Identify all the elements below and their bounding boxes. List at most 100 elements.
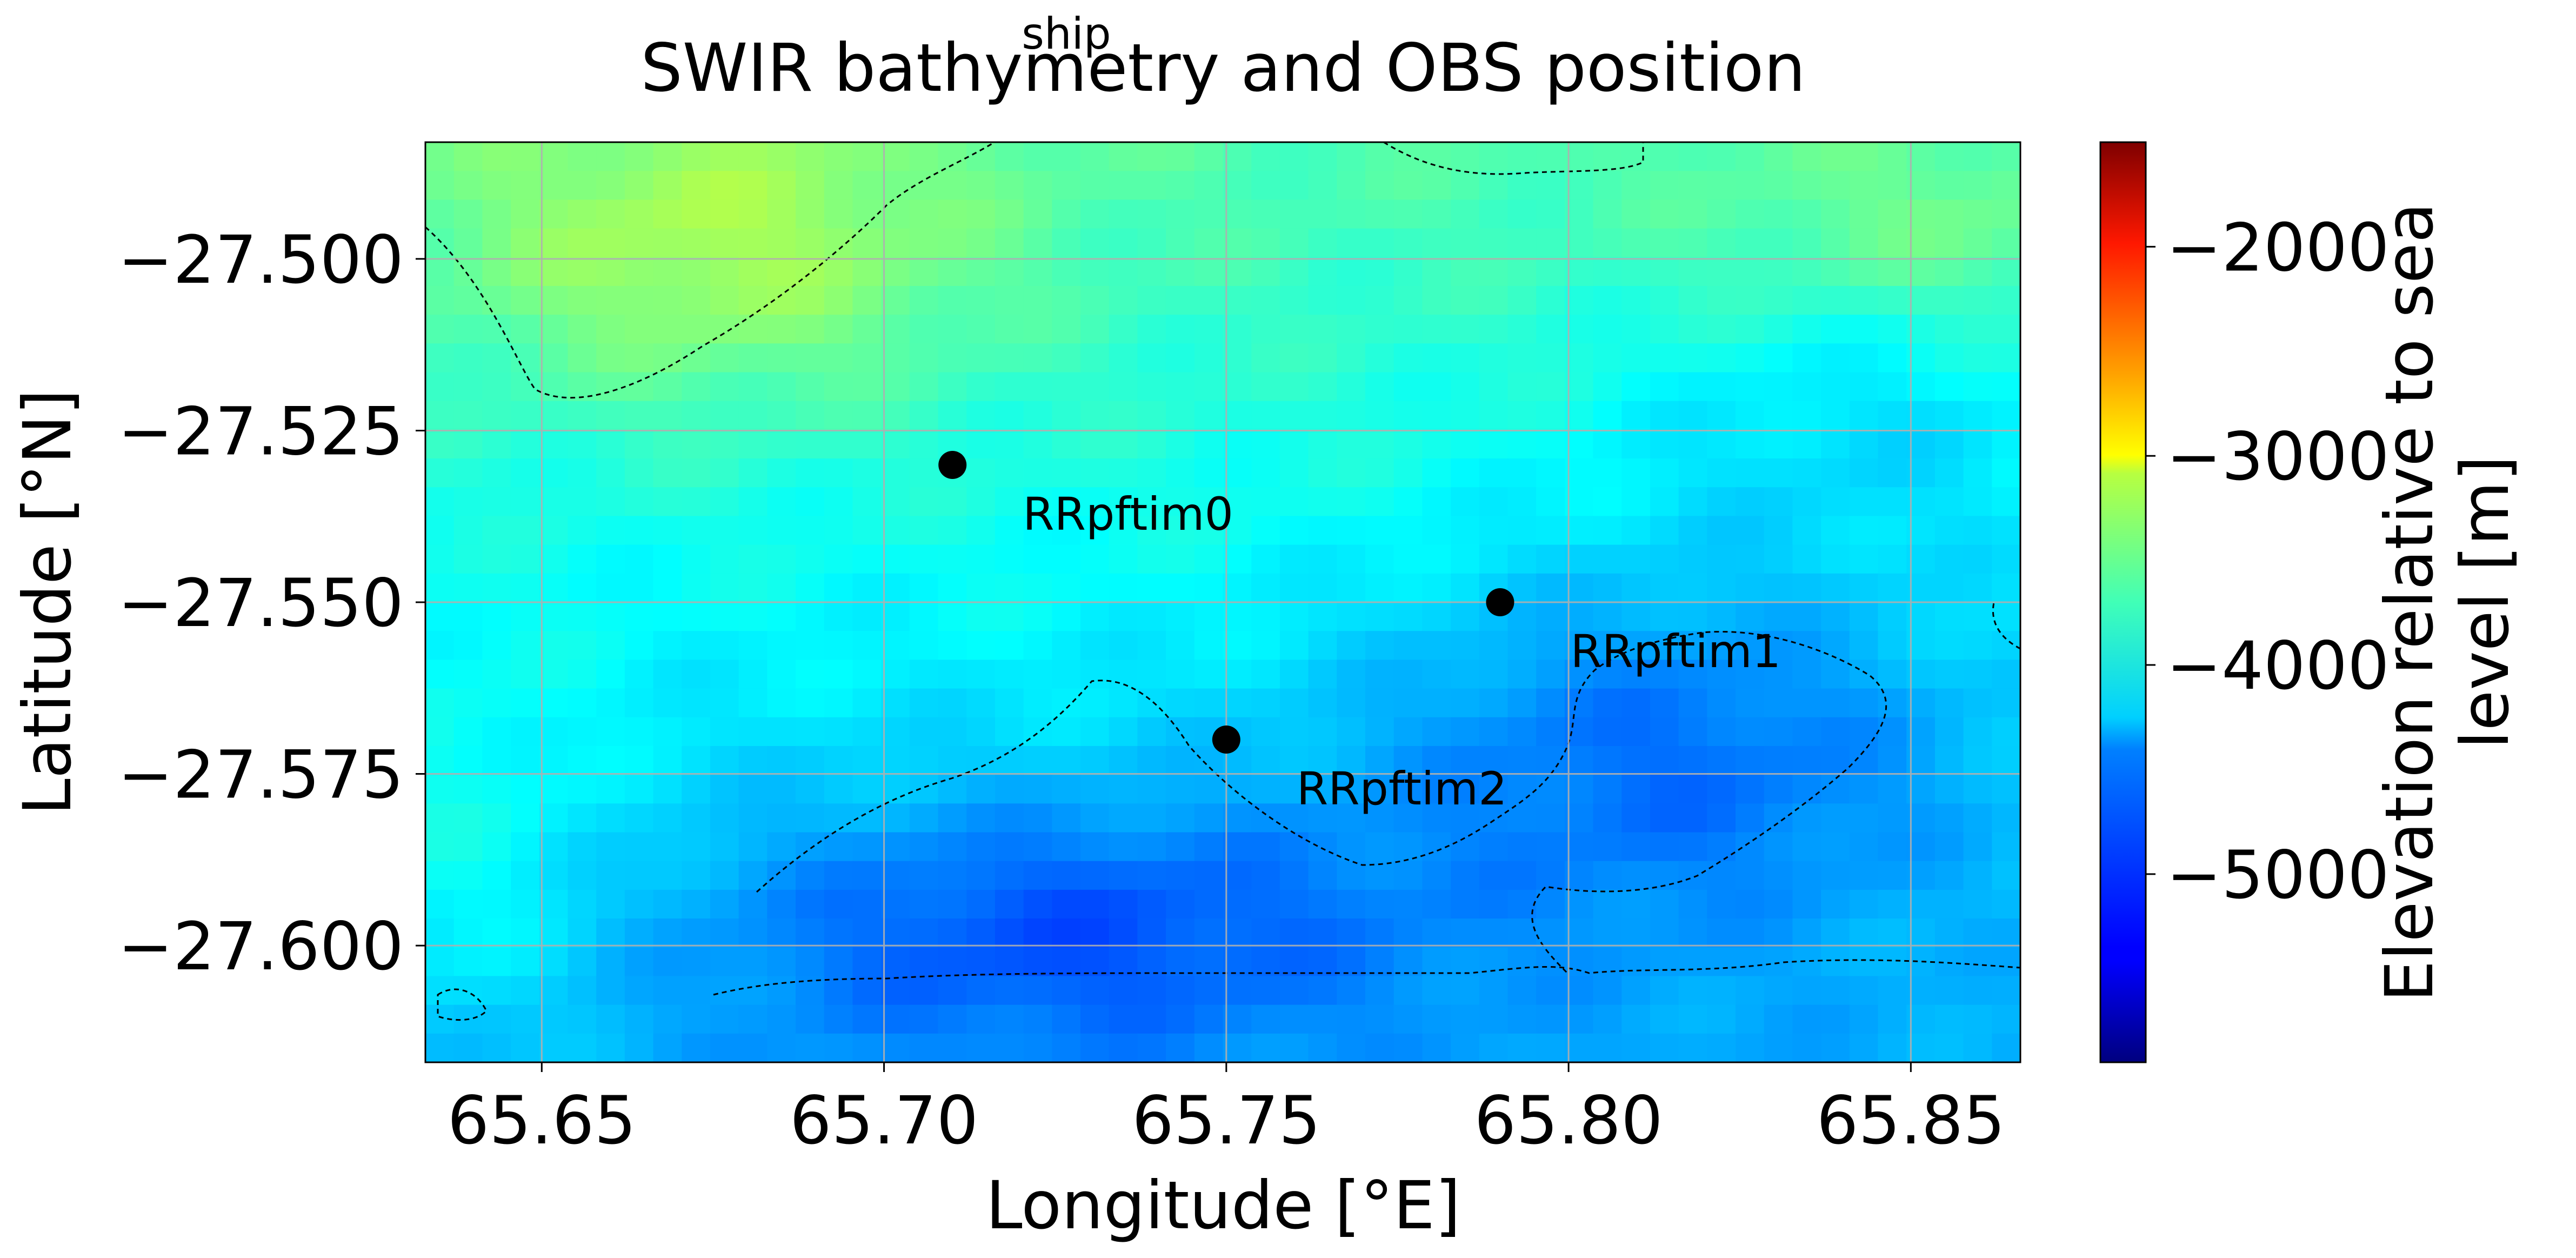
heatmap-cell [1451,602,1480,632]
heatmap-cell [966,803,996,833]
heatmap-cell [796,602,825,632]
heatmap-cell [1365,889,1394,920]
heatmap-cell [1080,401,1110,430]
heatmap-cell [796,343,825,373]
heatmap-cell [511,458,540,488]
heatmap-cell [1251,775,1280,804]
heatmap-cell [852,487,882,517]
heatmap-cell [938,257,967,287]
heatmap-cell [767,458,797,488]
heatmap-cell [1621,343,1651,373]
heatmap-cell [1707,516,1737,545]
heatmap-cell [1621,861,1651,890]
heatmap-cell [624,199,654,229]
heatmap-cell [1792,573,1822,603]
heatmap-cell [1593,315,1623,344]
heatmap-cell [1422,429,1452,460]
heatmap-cell [1080,717,1110,747]
heatmap-cell [1194,401,1224,430]
heatmap-cell [1337,573,1366,603]
heatmap-cell [1564,1004,1594,1034]
heatmap-cell [1593,429,1623,460]
heatmap-cell [1934,199,1964,229]
heatmap-cell [738,660,768,689]
heatmap-cell [1849,631,1879,661]
heatmap-cell [1507,717,1537,747]
heatmap-cell [1992,918,2020,948]
heatmap-cell [1308,775,1338,804]
heatmap-cell [938,372,967,402]
heatmap-cell [1821,1033,1850,1062]
heatmap-cell [938,918,967,948]
heatmap-cell [1137,775,1167,804]
heatmap-cell [1308,631,1338,661]
heatmap-cell [796,429,825,460]
heatmap-cell [596,1033,625,1062]
heatmap-cell [1536,832,1565,862]
heatmap-cell [966,171,996,201]
heatmap-cell [1878,285,1907,316]
heatmap-cell [1707,401,1737,430]
station-marker [938,450,967,479]
heatmap-cell [1593,746,1623,776]
heatmap-cell [1080,602,1110,632]
heatmap-cell [1593,228,1623,258]
heatmap-cell [1393,343,1423,373]
heatmap-cell [852,775,882,804]
heatmap-cell [995,429,1024,460]
heatmap-cell [1080,1004,1110,1034]
heatmap-cell [1736,285,1765,316]
heatmap-cell [1650,544,1679,574]
heatmap-cell [1251,832,1280,862]
y-axis-label: Latitude [°N] [9,389,86,815]
heatmap-cell [796,688,825,718]
heatmap-cell [453,228,483,258]
heatmap-cell [568,429,597,460]
heatmap-cell [482,516,512,545]
heatmap-cell [1137,315,1167,344]
heatmap-cell [1650,775,1679,804]
heatmap-cell [425,487,455,517]
heatmap-cell [1707,976,1737,1006]
heatmap-cell [1080,947,1110,977]
heatmap-cell [482,257,512,287]
heatmap-cell [1337,861,1366,890]
heatmap-cell [1365,832,1394,862]
heatmap-cell [1963,602,1993,632]
heatmap-cell [511,775,540,804]
heatmap-cell [1337,775,1366,804]
station-marker [1486,588,1514,616]
heatmap-cell [568,315,597,344]
heatmap-cell [624,171,654,201]
heatmap-cell [1621,746,1651,776]
heatmap-cell [1792,602,1822,632]
heatmap-cell [1536,803,1565,833]
heatmap-cell [1365,487,1394,517]
heatmap-cell [1052,976,1082,1006]
heatmap-cell [1849,285,1879,316]
heatmap-cell [1308,228,1338,258]
heatmap-cell [1707,228,1737,258]
heatmap-cell [1052,142,1082,172]
heatmap-cell [1365,257,1394,287]
heatmap-cell [1052,516,1082,545]
heatmap-cell [1963,199,1993,229]
heatmap-cell [1878,1004,1907,1034]
heatmap-cell [511,717,540,747]
heatmap-cell [881,142,910,172]
heatmap-cell [995,746,1024,776]
heatmap-cell [938,487,967,517]
heatmap-cell [539,976,569,1006]
heatmap-cell [1507,1033,1537,1062]
heatmap-cell [938,171,967,201]
heatmap-cell [1678,660,1708,689]
heatmap-cell [1934,257,1964,287]
heatmap-cell [453,516,483,545]
heatmap-cell [767,803,797,833]
heatmap-cell [1393,1004,1423,1034]
heatmap-cell [738,803,768,833]
heatmap-cell [1337,746,1366,776]
heatmap-cell [1223,171,1252,201]
heatmap-cell [966,889,996,920]
heatmap-cell [425,947,455,977]
